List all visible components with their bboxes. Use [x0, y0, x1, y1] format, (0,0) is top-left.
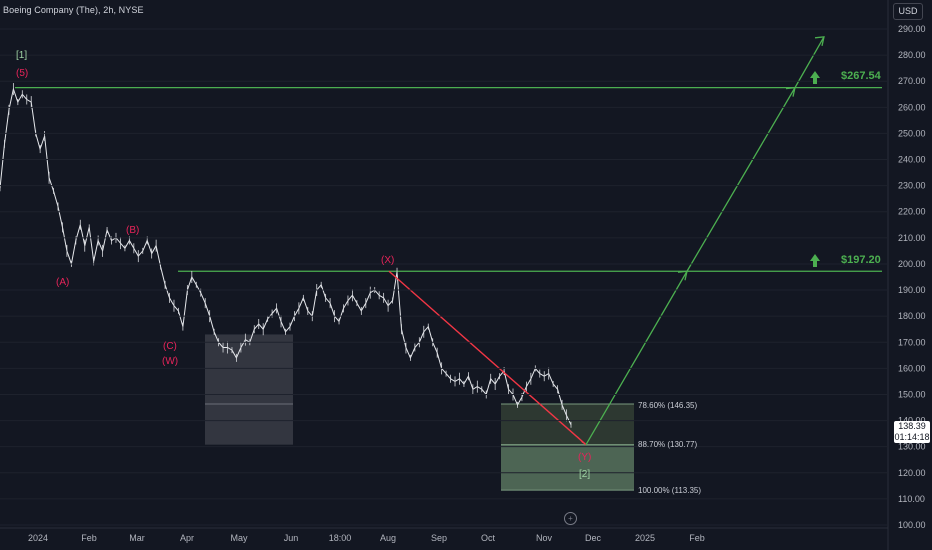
y-tick-label: 230.00: [898, 181, 926, 191]
last-price-value: 138.39: [898, 421, 926, 431]
left-box-zone: [205, 334, 293, 445]
y-tick-label: 260.00: [898, 102, 926, 112]
wave-label-2: [2]: [579, 469, 591, 480]
wave-label-a: (A): [56, 277, 70, 288]
y-tick-label: 150.00: [898, 389, 926, 399]
y-tick-label: 250.00: [898, 128, 926, 138]
wave-label-b: (B): [126, 225, 140, 236]
horizontal-levels: [15, 87, 882, 272]
y-tick-label: 290.00: [898, 24, 926, 34]
y-tick-label: 110.00: [898, 494, 925, 504]
fib-zone-upper: [501, 404, 634, 445]
x-tick-label: Sep: [431, 533, 447, 543]
x-tick-label: Oct: [481, 533, 496, 543]
x-tick-label: Mar: [129, 533, 145, 543]
fib-label-786: 78.60% (146.35): [638, 401, 698, 410]
y-tick-label: 180.00: [898, 311, 926, 321]
y-tick-label: 140.00: [898, 416, 926, 426]
x-tick-label: Nov: [536, 533, 553, 543]
bullish-arrowhead: [814, 36, 825, 46]
y-tick-label: 270.00: [898, 76, 926, 86]
x-tick-label: Apr: [180, 533, 194, 543]
wave-label-1: [1]: [16, 50, 28, 61]
x-tick-label: 2025: [635, 533, 655, 543]
bearish-projection-line: [388, 270, 587, 446]
x-tick-label: Aug: [380, 533, 396, 543]
fib-zone-lower: [501, 444, 634, 491]
target-label-upper: $267.54: [841, 70, 881, 82]
x-tick-label: Feb: [81, 533, 97, 543]
y-tick-label: 220.00: [898, 207, 926, 217]
last-price-tag: 138.39 01:14:18: [894, 421, 930, 443]
wave-label-x: (X): [381, 255, 395, 266]
time-axis[interactable]: 2024 Feb Mar Apr May Jun 18:00 Aug Sep Oct Nov Dec 2…: [0, 527, 888, 543]
y-tick-label: 210.00: [898, 233, 926, 243]
y-tick-label: 160.00: [898, 363, 926, 373]
target-label-lower: $197.20: [841, 254, 881, 266]
x-tick-label: 2024: [28, 533, 48, 543]
y-tick-label: 100.00: [898, 520, 926, 530]
arrow-up-icon: [810, 254, 820, 261]
bar-countdown: 01:14:18: [894, 432, 930, 442]
wave-label-c: (C): [163, 341, 177, 352]
support-zones: [205, 334, 634, 491]
y-tick-label: 130.00: [898, 442, 926, 452]
bullish-arrowhead: [677, 270, 688, 281]
x-tick-label: Dec: [585, 533, 602, 543]
bullish-projection-line: [585, 36, 825, 446]
y-tick-label: 120.00: [898, 468, 926, 478]
scroll-to-realtime-button[interactable]: +: [564, 512, 577, 525]
arrow-up-icon-stem: [813, 261, 817, 267]
x-tick-label: Jun: [284, 533, 299, 543]
bullish-arrowhead: [785, 86, 796, 97]
projection-lines: [388, 36, 825, 446]
fib-label-100: 100.00% (113.35): [638, 486, 702, 495]
x-tick-label: 18:00: [329, 533, 352, 543]
wave-label-y: (Y): [578, 452, 592, 463]
wave-label-w: (W): [162, 356, 179, 367]
y-tick-label: 200.00: [898, 259, 926, 269]
wave-label-5: (5): [16, 68, 29, 79]
fib-label-887: 88.70% (130.77): [638, 440, 698, 449]
arrow-up-icon-stem: [813, 78, 817, 84]
chart-title: Boeing Company (The), 2h, NYSE: [3, 5, 144, 15]
y-tick-label: 190.00: [898, 285, 926, 295]
price-series: [0, 83, 572, 428]
bearish-arrowhead: [577, 435, 586, 445]
x-tick-label: Feb: [689, 533, 705, 543]
y-tick-label: 280.00: [898, 50, 926, 60]
y-tick-label: 170.00: [898, 337, 926, 347]
y-tick-label: 240.00: [898, 155, 926, 165]
arrow-up-icon: [810, 71, 820, 78]
x-tick-label: May: [230, 533, 248, 543]
currency-button[interactable]: USD: [893, 3, 923, 20]
